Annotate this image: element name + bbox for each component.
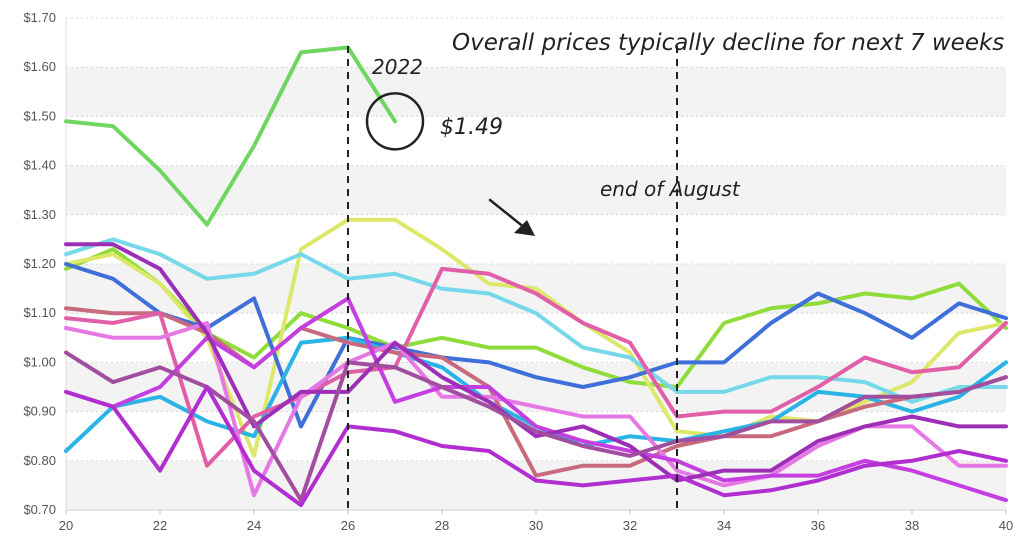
series-line <box>64 306 1008 478</box>
background-band <box>66 460 1006 510</box>
series-line <box>64 350 1008 503</box>
headline-annotation: Overall prices typically decline for nex… <box>452 30 1004 56</box>
series-line <box>64 385 1008 508</box>
x-tick-label: 28 <box>435 518 449 533</box>
annotations: Overall prices typically decline for nex… <box>365 30 1004 236</box>
highlight-circle <box>365 92 425 151</box>
arrow-down-right-icon <box>488 198 535 236</box>
x-tick-label: 36 <box>811 518 825 533</box>
y-tick-label: $1.30 <box>23 207 56 222</box>
series-line <box>64 242 1008 483</box>
x-tick-label: 32 <box>623 518 637 533</box>
x-tick-label: 30 <box>529 518 543 533</box>
series-line <box>64 45 397 227</box>
y-tick-label: $1.10 <box>23 305 56 320</box>
price-annotation: $1.49 <box>440 115 503 140</box>
series-line <box>64 266 1008 468</box>
x-tick-label: 26 <box>341 518 355 533</box>
background-band <box>66 67 1006 117</box>
year-annotation: 2022 <box>372 55 423 79</box>
x-tick-label: 22 <box>153 518 167 533</box>
y-tick-label: $1.00 <box>23 354 56 369</box>
y-tick-label: $0.90 <box>23 404 56 419</box>
x-tick-label: 24 <box>247 518 261 533</box>
x-tick-label: 20 <box>59 518 73 533</box>
august-annotation: end of August <box>600 177 741 201</box>
series-line <box>64 296 1008 503</box>
x-tick-label: 40 <box>999 518 1013 533</box>
y-tick-label: $1.70 <box>23 10 56 25</box>
series-line <box>64 262 1008 429</box>
series-line <box>64 247 1008 389</box>
chart-background-bands <box>66 67 1006 510</box>
x-tick-label: 34 <box>717 518 731 533</box>
y-tick-label: $0.70 <box>23 502 56 517</box>
y-axis: $0.70 $0.80 $0.90 $1.00 $1.10 $1.20 $1.30 $1.40… <box>23 10 56 517</box>
y-tick-label: $1.20 <box>23 256 56 271</box>
y-tick-label: $1.50 <box>23 108 56 123</box>
background-band <box>66 165 1006 215</box>
y-tick-label: $0.80 <box>23 453 56 468</box>
y-tick-label: $1.60 <box>23 59 56 74</box>
series-line <box>64 237 1008 404</box>
x-axis: 20 22 24 26 28 30 32 34 36 38 40 <box>59 510 1013 533</box>
x-tick-label: 38 <box>905 518 919 533</box>
series-lines <box>64 45 1008 508</box>
y-tick-label: $1.40 <box>23 158 56 173</box>
